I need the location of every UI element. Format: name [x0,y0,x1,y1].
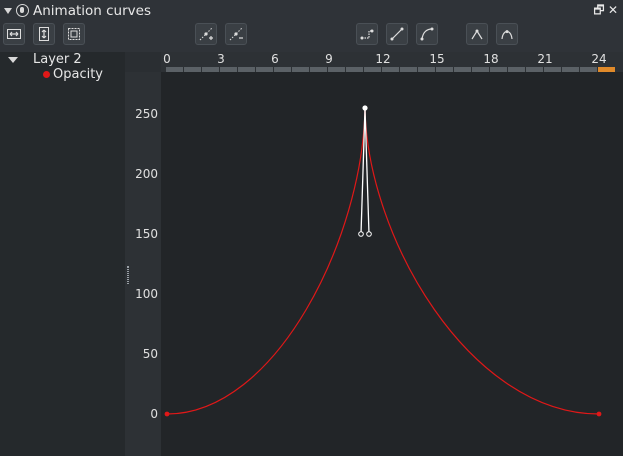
frame-cell[interactable] [184,67,201,72]
frame-label: 0 [163,52,171,66]
tangent-handle-line [360,107,366,235]
close-icon[interactable]: ✕ [607,3,619,17]
frame-label: 12 [375,52,390,66]
smooth-interpolation-button[interactable] [416,23,438,45]
fit-all-icon [68,28,80,40]
tangent-handle[interactable] [358,231,364,237]
value-axis-labels: 250 200 150 100 50 0 [135,107,158,421]
constant-interp-icon [360,29,374,40]
frame-cell[interactable] [166,67,183,72]
tangent-handle[interactable] [366,231,372,237]
remove-point-icon [229,27,243,41]
fit-horizontal-icon [7,29,21,39]
frame-label: 15 [429,52,444,66]
remove-keyframe-button[interactable] [225,23,247,45]
frame-label: 24 [591,52,606,66]
fit-vertical-icon [39,27,49,41]
frame-cell[interactable] [346,67,363,72]
linear-interp-icon [390,27,404,41]
animation-icon [16,4,29,17]
value-label: 250 [135,107,158,121]
tree-item-layer[interactable]: Layer 2 [33,52,82,67]
frame-label: 3 [217,52,225,66]
fit-vertical-button[interactable] [33,23,55,45]
frame-cell[interactable] [562,67,579,72]
frame-cell[interactable] [490,67,507,72]
frame-cell[interactable] [508,67,525,72]
curve-plot[interactable] [161,72,623,456]
keyframe-point[interactable] [596,411,602,417]
frame-label: 6 [271,52,279,66]
float-icon[interactable]: 🗗 [593,3,605,17]
value-axis: 250 200 150 100 50 0 [125,72,161,456]
frame-cell[interactable] [400,67,417,72]
frame-cell[interactable] [526,67,543,72]
toolbar [0,22,623,52]
curve-segment[interactable] [364,107,600,415]
frame-cell[interactable] [238,67,255,72]
frame-cell[interactable] [598,67,615,72]
join-tangent-icon [501,30,513,40]
frame-cell[interactable] [436,67,453,72]
value-label: 0 [150,407,158,421]
keyframe-point[interactable] [164,411,170,417]
curve-editor: 250 200 150 100 50 0 0 3 6 9 12 15 18 21 24 [125,52,623,456]
frame-cell[interactable] [202,67,219,72]
frame-label: 9 [325,52,333,66]
frame-cell[interactable] [382,67,399,72]
frame-cell[interactable] [256,67,273,72]
expand-layer-icon[interactable] [8,57,18,63]
add-point-icon [199,27,213,41]
join-tangent-button[interactable] [496,23,518,45]
fit-all-button[interactable] [63,23,85,45]
frame-ruler[interactable]: 0 3 6 9 12 15 18 21 24 [161,52,623,72]
frame-cell[interactable] [364,67,381,72]
frame-cell[interactable] [472,67,489,72]
frame-cell[interactable] [292,67,309,72]
curve-plot-svg[interactable] [161,72,623,456]
tangent-handle-line [364,107,370,235]
curve-segment[interactable] [166,107,366,415]
break-tangent-icon [471,29,483,40]
value-label: 200 [135,167,158,181]
frame-cell[interactable] [544,67,561,72]
linear-interpolation-button[interactable] [386,23,408,45]
title-bar: Animation curves 🗗 ✕ [0,0,623,22]
value-label: 50 [143,347,158,361]
curve-tree: Layer 2 Opacity [0,52,125,456]
frame-cell[interactable] [220,67,237,72]
frame-cell[interactable] [310,67,327,72]
curve-color-dot [43,71,50,78]
value-label: 100 [135,287,158,301]
frame-cell[interactable] [580,67,597,72]
frame-cell[interactable] [328,67,345,72]
add-keyframe-button[interactable] [195,23,217,45]
tree-item-opacity[interactable]: Opacity [53,67,104,82]
keyframe-point[interactable] [362,105,368,111]
frame-cell[interactable] [418,67,435,72]
frame-cell[interactable] [274,67,291,72]
splitter-handle[interactable] [127,266,129,284]
frame-label: 21 [537,52,552,66]
constant-interpolation-button[interactable] [356,23,378,45]
frame-ruler-ticks: 0 3 6 9 12 15 18 21 24 [163,52,615,72]
collapse-icon[interactable] [4,8,12,14]
frame-label: 18 [483,52,498,66]
fit-horizontal-button[interactable] [3,23,25,45]
break-tangent-button[interactable] [466,23,488,45]
smooth-interp-icon [420,27,434,41]
value-label: 150 [135,227,158,241]
frame-cell[interactable] [454,67,471,72]
panel-title: Animation curves [33,3,151,19]
